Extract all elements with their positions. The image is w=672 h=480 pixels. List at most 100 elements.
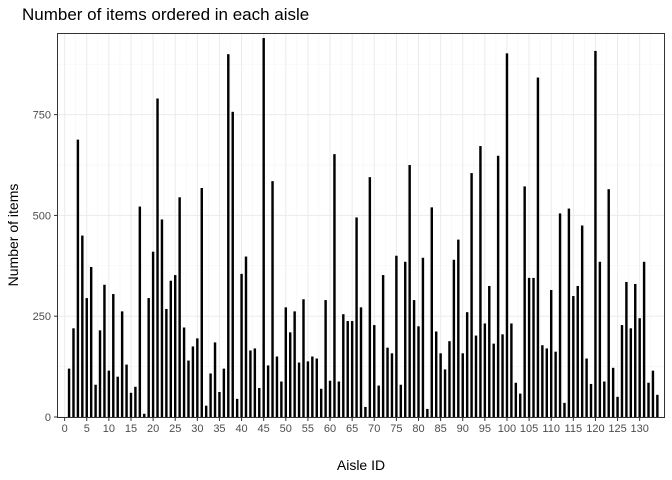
bar [81, 235, 84, 417]
bar [364, 406, 367, 417]
bar-series [67, 38, 659, 418]
x-tick-label: 45 [258, 423, 270, 435]
bar [227, 54, 230, 417]
x-tick-label: 75 [390, 423, 402, 435]
bar [342, 314, 345, 417]
x-tick-label: 5 [84, 423, 90, 435]
bar [275, 356, 279, 417]
x-tick-label: 130 [630, 423, 648, 435]
bar [178, 197, 181, 417]
minor-gridlines [58, 34, 664, 417]
bar [196, 338, 199, 417]
x-tick-label: 110 [542, 423, 560, 435]
bar [328, 380, 332, 417]
bar [204, 405, 208, 417]
bar [421, 257, 425, 417]
bar [536, 77, 540, 418]
bar [488, 285, 491, 417]
x-tick-label: 15 [125, 423, 137, 435]
x-tick-label: 95 [479, 423, 491, 435]
bar [501, 334, 504, 417]
bar [253, 348, 257, 417]
bar [399, 384, 403, 417]
bar [448, 341, 451, 417]
bar [218, 392, 221, 417]
bar [483, 323, 487, 417]
bar [297, 362, 301, 417]
bar [514, 382, 518, 417]
bar [209, 373, 212, 417]
bar [107, 370, 111, 417]
x-axis-title: Aisle ID [337, 457, 385, 473]
bar [160, 219, 164, 417]
bar [585, 358, 588, 417]
bar [647, 382, 650, 417]
bar [151, 251, 155, 417]
bar [240, 273, 243, 417]
bar [541, 345, 544, 417]
bar [430, 207, 433, 417]
x-tick-label: 20 [147, 423, 159, 435]
bar [72, 328, 75, 417]
bar [280, 381, 283, 417]
bar [134, 386, 137, 417]
bar [638, 318, 641, 417]
bar [519, 393, 522, 417]
x-tick-label: 85 [434, 423, 446, 435]
bar [235, 398, 239, 417]
bar [576, 285, 579, 417]
bar [85, 298, 88, 417]
bar [417, 326, 420, 417]
x-tick-label: 65 [346, 423, 358, 435]
bar [262, 38, 265, 417]
bar [333, 154, 336, 417]
bar [125, 364, 128, 417]
x-tick-label: 0 [62, 423, 68, 435]
bar [306, 361, 310, 417]
x-tick-label: 100 [498, 423, 516, 435]
bar [656, 394, 659, 417]
bar [395, 255, 398, 417]
bar [187, 360, 190, 417]
bar [165, 308, 168, 417]
x-tick-label: 80 [412, 423, 424, 435]
bar [527, 277, 531, 417]
bar [350, 321, 354, 417]
bar [293, 311, 296, 417]
bar [523, 186, 526, 417]
bar [103, 284, 106, 417]
bar [89, 267, 93, 417]
bar [373, 325, 376, 417]
chart-title: Number of items ordered in each aisle [22, 5, 309, 24]
x-tick-label: 30 [191, 423, 203, 435]
bar [607, 189, 610, 417]
bar [377, 385, 380, 417]
bar [390, 353, 394, 417]
bar [386, 347, 389, 417]
bar [510, 323, 513, 417]
x-tick-label: 125 [608, 423, 626, 435]
bar [249, 350, 252, 417]
y-axis-ticks: 0 250 500 750 [33, 110, 58, 424]
bar [620, 325, 624, 417]
bar [434, 331, 438, 417]
bar [266, 365, 270, 417]
bar [554, 351, 557, 417]
bar [319, 388, 323, 417]
bar [611, 367, 615, 417]
bar [182, 327, 186, 417]
bar [625, 281, 628, 417]
y-tick-label: 0 [45, 412, 51, 424]
bar [244, 256, 248, 417]
bar [94, 384, 97, 417]
bar [284, 307, 288, 417]
bar [143, 413, 146, 417]
bar [580, 225, 584, 417]
bar [412, 300, 416, 417]
bar [532, 277, 535, 417]
bar [231, 111, 234, 417]
x-axis-ticks: 0 5 10 15 20 25 30 35 40 45 50 55 60 65 70 75 80 85 90 95 10… [62, 417, 649, 435]
bar [138, 206, 142, 417]
bar [404, 261, 407, 417]
bar [572, 296, 575, 417]
